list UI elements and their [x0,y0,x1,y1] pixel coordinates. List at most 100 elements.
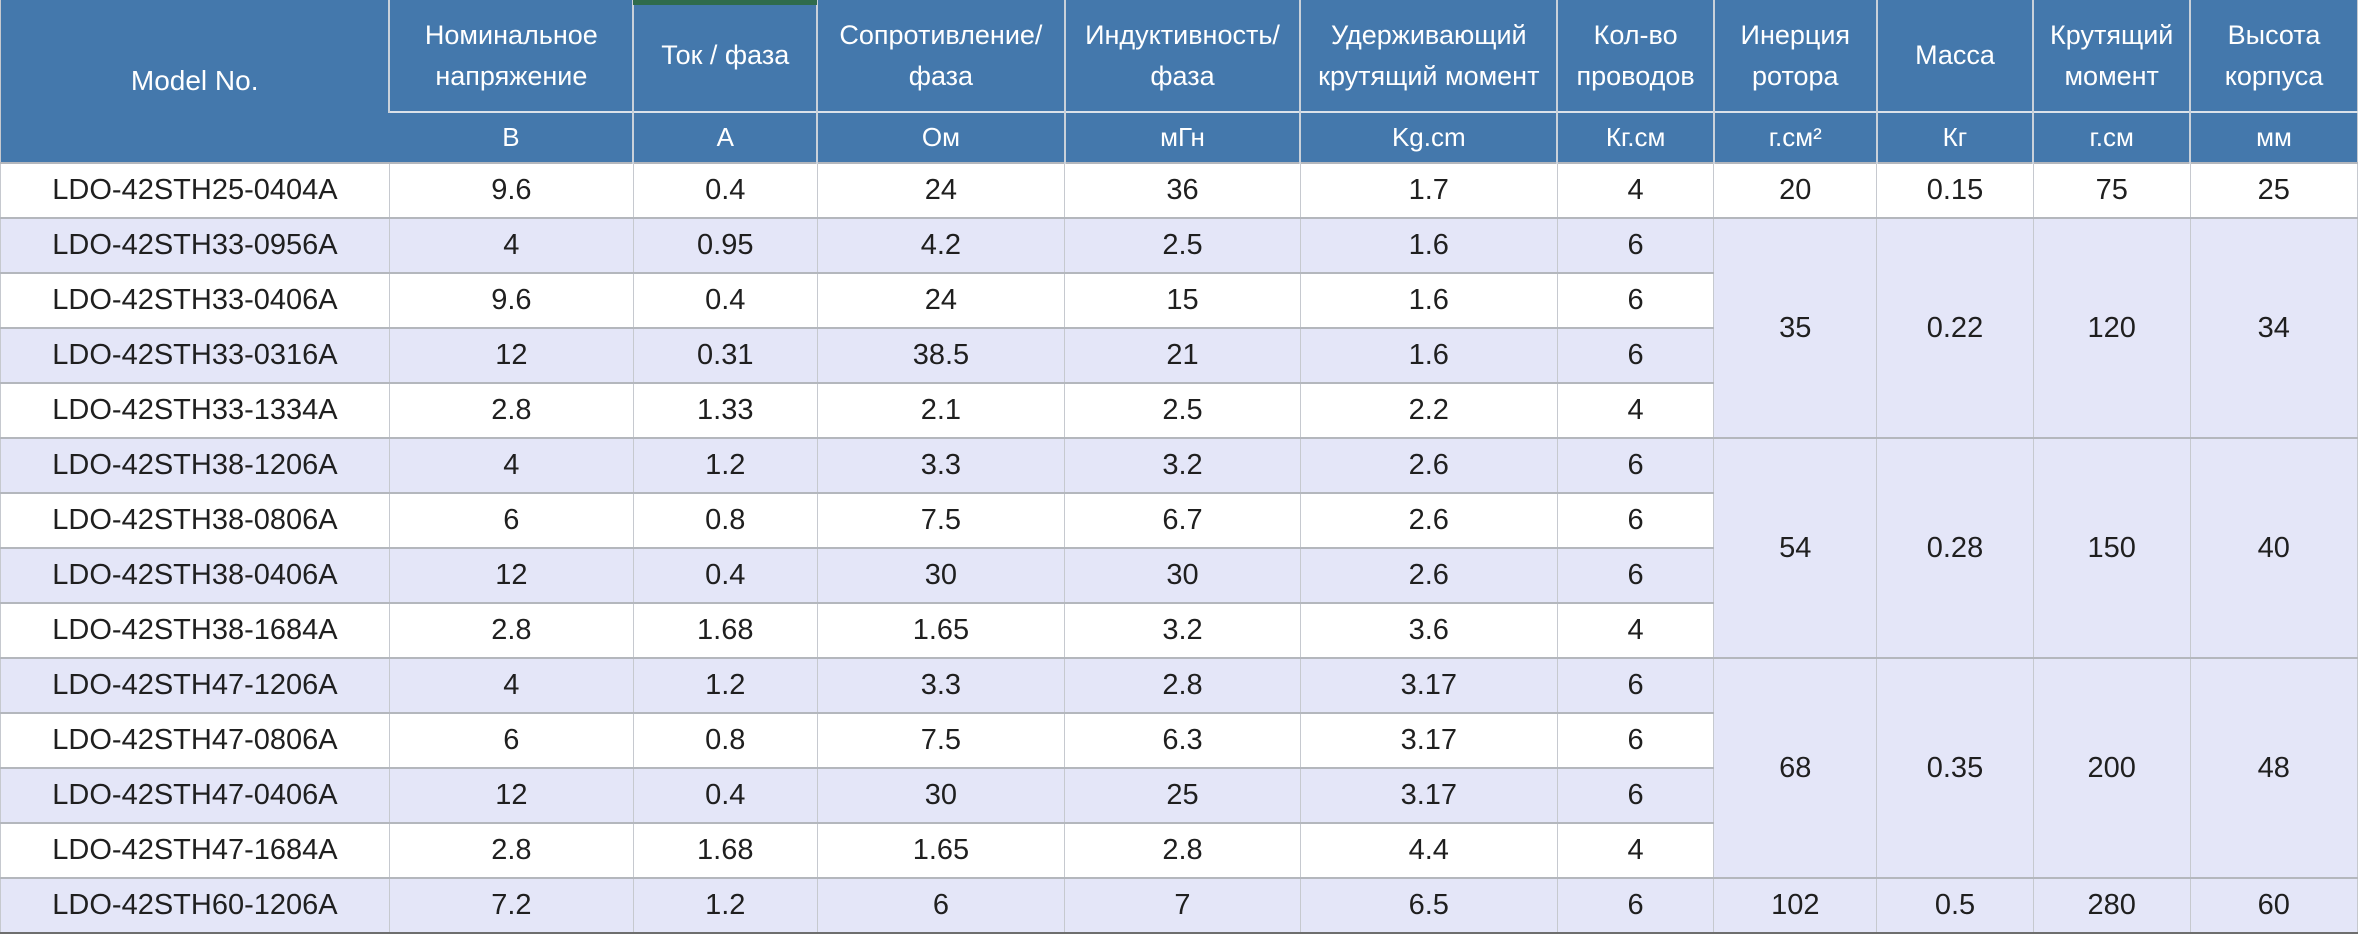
value-cell: 0.35 [1876,657,2034,878]
value-cell: 12 [388,767,634,823]
value-cell: 2.2 [1299,382,1558,438]
value-cell: 7 [1064,877,1301,932]
table-row: LDO-42STH38-1206A 4 1.2 3.3 3.2 2.6 6 54 0.28 150… [0,437,2358,658]
unit-mass: Кг [1875,111,2034,163]
value-cell: 200 [2032,657,2191,878]
table-row: LDO-42STH47-1684A 2.8 1.68 1.65 2.8 4.4 4 [0,822,2358,878]
unit-body-height: мм [2189,111,2358,163]
model-cell: LDO-42STH33-0406A [0,272,390,328]
value-cell: 4 [1556,822,1714,878]
unit-rotor-inertia: г.см² [1712,111,1877,163]
value-cell: 4 [1556,602,1714,658]
col-header-voltage: Номинальное напряжение [388,0,634,112]
table-row: LDO-42STH60-1206A 7.2 1.2 6 7 6.5 6 102 0.5 280 60 [0,877,2358,932]
value-cell: 3.2 [1064,602,1301,658]
value-cell: 1.65 [816,822,1065,878]
table-row: LDO-42STH47-0806A 6 0.8 7.5 6.3 3.17 6 [0,712,2358,768]
value-cell: 15 [1064,272,1301,328]
table-row: LDO-42STH33-0956A 4 0.95 4.2 2.5 1.6 6 35 0.22 12… [0,217,2358,438]
value-cell: 0.8 [632,712,818,768]
value-cell: 6 [1556,712,1714,768]
unit-voltage: В [389,111,634,163]
value-cell: 6 [1556,547,1714,603]
value-cell: 2.6 [1299,492,1558,548]
unit-wires: Кг.см [1556,111,1714,163]
value-cell: 0.4 [632,272,818,328]
value-cell: 0.4 [632,547,818,603]
header-names-row: Model No. Номинальное напряжение Ток / ф… [0,0,2358,163]
value-cell: 1.68 [632,602,818,658]
value-cell: 54 [1713,437,1877,658]
value-cell: 3.17 [1299,767,1558,823]
col-header-rotor-inertia: Инерция ротора [1712,0,1877,112]
unit-inductance: мГн [1063,111,1301,163]
value-cell: 6 [1556,272,1714,328]
value-cell: 60 [2189,877,2358,932]
value-cell: 3.6 [1299,602,1558,658]
value-cell: 1.33 [632,382,818,438]
value-cell: 3.17 [1299,657,1558,713]
value-cell: 35 [1713,217,1877,438]
value-cell: 1.65 [816,602,1065,658]
col-header-body-height: Высота корпуса [2189,0,2358,112]
value-cell: 21 [1064,327,1301,383]
table-row: LDO-42STH33-0406A 9.6 0.4 24 15 1.6 6 [0,272,2358,328]
value-cell: 6.3 [1064,712,1301,768]
value-cell: 12 [388,547,634,603]
value-cell: 4 [388,437,634,493]
model-cell: LDO-42STH47-0406A [0,767,390,823]
value-cell: 6 [1556,217,1714,273]
col-header-mass: Масса [1875,0,2034,112]
model-cell: LDO-42STH25-0404A [0,162,390,218]
value-cell: 7.5 [816,492,1065,548]
value-cell: 0.31 [632,327,818,383]
value-cell: 6 [1556,437,1714,493]
value-cell: 1.68 [632,822,818,878]
col-header-resistance: Сопротивление/ фаза [816,0,1065,112]
unit-holding-torque: Kg.cm [1299,111,1558,163]
value-cell: 0.4 [632,162,818,218]
model-cell: LDO-42STH47-0806A [0,712,390,768]
value-cell: 4 [388,217,634,273]
value-cell: 7.5 [816,712,1065,768]
value-cell: 1.2 [632,657,818,713]
value-cell: 1.2 [632,877,818,932]
value-cell: 4 [1556,162,1714,218]
unit-resistance: Ом [816,111,1065,163]
value-cell: 3.2 [1064,437,1301,493]
value-cell: 24 [816,162,1065,218]
value-cell: 2.5 [1064,217,1301,273]
value-cell: 4.2 [816,217,1065,273]
table-header: Model No. Номинальное напряжение Ток / ф… [0,0,2358,163]
value-cell: 24 [816,272,1065,328]
value-cell: 6 [1556,492,1714,548]
value-cell: 1.6 [1299,327,1558,383]
value-cell: 6.7 [1064,492,1301,548]
value-cell: 3.3 [816,657,1065,713]
model-cell: LDO-42STH33-1334A [0,382,390,438]
value-cell: 9.6 [388,272,634,328]
value-cell: 7.2 [388,877,634,932]
value-cell: 1.6 [1299,217,1558,273]
value-cell: 0.4 [632,767,818,823]
value-cell: 25 [2189,162,2358,218]
header-units-row: В А Ом мГн Kg.cm Кг.см г.см² Кг г.см мм [1,111,2358,163]
value-cell: 2.8 [1064,657,1301,713]
value-cell: 6 [388,712,634,768]
table-row: LDO-42STH33-1334A 2.8 1.33 2.1 2.5 2.2 4 [0,382,2358,438]
value-cell: 120 [2032,217,2191,438]
col-header-torque: Крутящий момент [2032,0,2191,112]
value-cell: 2.8 [388,382,634,438]
value-cell: 0.15 [1876,162,2034,218]
value-cell: 0.28 [1876,437,2034,658]
value-cell: 1.2 [632,437,818,493]
value-cell: 2.6 [1299,547,1558,603]
col-header-holding-torque: Удерживающий крутящий момент [1299,0,1558,112]
table-row: LDO-42STH38-0406A 12 0.4 30 30 2.6 6 [0,547,2358,603]
value-cell: 48 [2189,657,2358,878]
model-cell: LDO-42STH38-0406A [0,547,390,603]
value-cell: 2.8 [1064,822,1301,878]
value-cell: 36 [1064,162,1301,218]
value-cell: 3.17 [1299,712,1558,768]
value-cell: 150 [2032,437,2191,658]
